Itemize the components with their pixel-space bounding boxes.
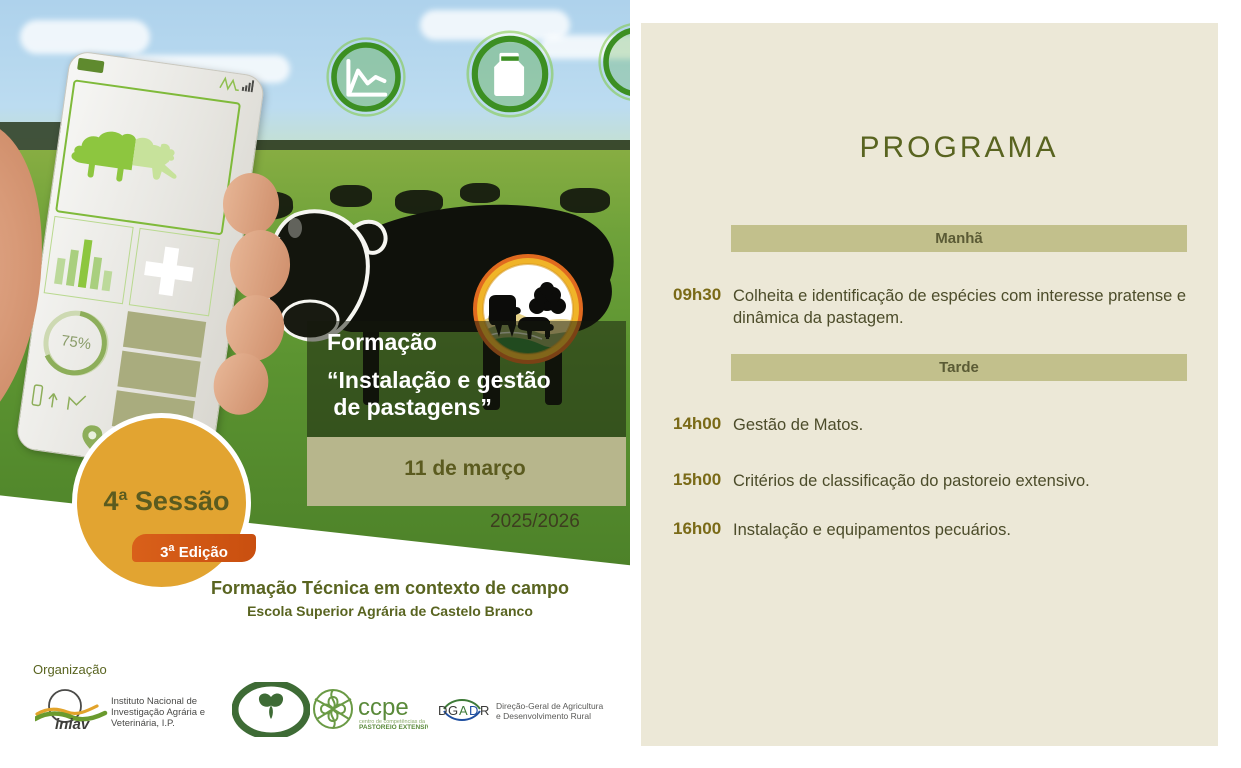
svg-text:G: G [448, 703, 458, 718]
svg-text:e Desenvolvimento Rural: e Desenvolvimento Rural [496, 711, 591, 721]
svg-text:Direção-Geral de Agricultura: Direção-Geral de Agricultura [496, 701, 604, 711]
svg-text:PASTOREIO EXTENSIVO: PASTOREIO EXTENSIVO [359, 724, 428, 730]
svg-text:Instituto Nacional de: Instituto Nacional de [111, 696, 197, 707]
svg-text:iniav: iniav [55, 716, 91, 733]
svg-text:75%: 75% [60, 332, 92, 353]
svg-text:ccpe: ccpe [358, 694, 409, 721]
svg-text:D: D [438, 703, 447, 718]
svg-text:Veterinária, I.P.: Veterinária, I.P. [111, 718, 175, 729]
svg-text:R: R [480, 703, 489, 718]
svg-text:A: A [459, 703, 468, 718]
svg-text:Investigação Agrária e: Investigação Agrária e [111, 707, 205, 718]
svg-text:D: D [469, 703, 478, 718]
